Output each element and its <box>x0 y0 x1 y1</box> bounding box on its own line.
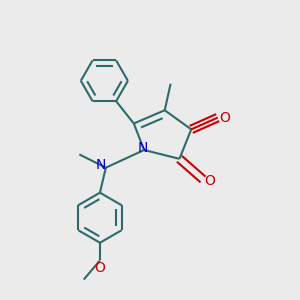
Text: O: O <box>219 111 230 124</box>
Text: O: O <box>94 261 105 275</box>
Text: N: N <box>137 141 148 154</box>
Text: O: O <box>204 174 215 188</box>
Text: N: N <box>95 158 106 172</box>
